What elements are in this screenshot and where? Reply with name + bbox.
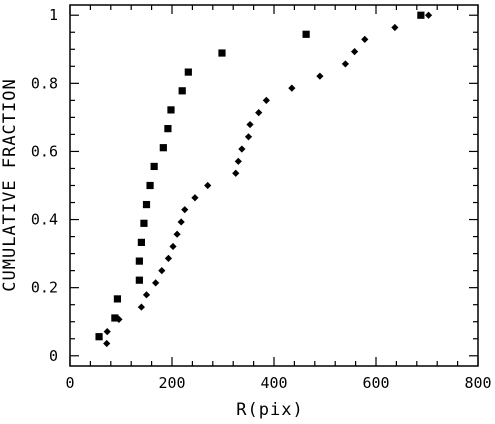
data-point-diamond xyxy=(177,218,185,226)
data-point-square xyxy=(164,125,172,133)
x-tick-label: 400 xyxy=(260,374,287,392)
data-point-diamond xyxy=(238,145,246,153)
data-point-square xyxy=(137,238,145,246)
data-point-diamond xyxy=(391,23,399,32)
y-tick-label: 0 xyxy=(49,347,58,365)
data-point-square xyxy=(150,162,158,171)
data-point-square xyxy=(95,333,103,341)
data-point-diamond xyxy=(232,169,240,177)
data-point-diamond xyxy=(204,181,212,190)
data-point-diamond xyxy=(137,303,145,311)
data-point-diamond xyxy=(255,109,263,117)
data-point-diamond xyxy=(164,254,173,262)
data-point-square xyxy=(302,30,310,38)
data-point-square xyxy=(417,11,425,19)
data-point-diamond xyxy=(350,48,359,56)
x-tick-label: 200 xyxy=(158,374,185,392)
data-point-square xyxy=(140,219,148,227)
data-point-square xyxy=(159,144,167,152)
data-point-square xyxy=(135,257,143,265)
tick-labels: 0 200 400 600 800 0 0.2 0.4 0.6 0.8 1 xyxy=(31,6,492,392)
data-point-diamond xyxy=(152,279,160,287)
data-point-diamond xyxy=(191,194,199,202)
data-point-diamond xyxy=(115,315,123,323)
data-point-diamond xyxy=(142,291,151,299)
data-point-diamond xyxy=(341,60,349,68)
y-tick-label: 1 xyxy=(49,6,58,24)
data-point-diamond xyxy=(316,72,324,80)
x-tick-label: 600 xyxy=(362,374,389,392)
data-point-diamond xyxy=(173,230,181,238)
data-point-diamond xyxy=(169,242,177,251)
data-point-square xyxy=(178,87,186,95)
data-point-diamond xyxy=(234,157,242,165)
data-point-square xyxy=(135,276,143,284)
y-tick-label: 0.2 xyxy=(31,279,58,297)
data-point-diamond xyxy=(361,35,369,43)
data-point-square xyxy=(184,68,192,76)
data-markers xyxy=(95,11,433,348)
data-point-diamond xyxy=(246,120,254,129)
data-point-diamond xyxy=(288,84,296,92)
data-point-diamond xyxy=(181,206,189,214)
data-point-diamond xyxy=(158,267,166,275)
data-point-square xyxy=(142,200,151,209)
y-tick-label: 0.8 xyxy=(31,74,58,92)
data-point-diamond xyxy=(424,11,433,19)
x-tick-label: 800 xyxy=(464,374,491,392)
data-point-square xyxy=(111,314,119,322)
y-axis-label: CUMULATIVE FRACTION xyxy=(0,78,20,291)
data-point-square xyxy=(167,106,175,114)
data-point-diamond xyxy=(244,133,253,141)
data-point-diamond xyxy=(262,96,270,104)
x-axis-label: R(pix) xyxy=(236,400,303,420)
data-point-diamond xyxy=(103,328,111,336)
plot-frame xyxy=(69,4,479,367)
x-tick-label: 0 xyxy=(65,374,74,392)
data-point-square xyxy=(218,49,226,57)
data-point-square xyxy=(146,181,154,190)
y-tick-label: 0.6 xyxy=(31,142,58,160)
data-point-diamond xyxy=(103,339,111,348)
y-tick-label: 0.4 xyxy=(31,211,58,229)
axis-ticks xyxy=(69,5,479,366)
data-point-square xyxy=(113,295,122,303)
